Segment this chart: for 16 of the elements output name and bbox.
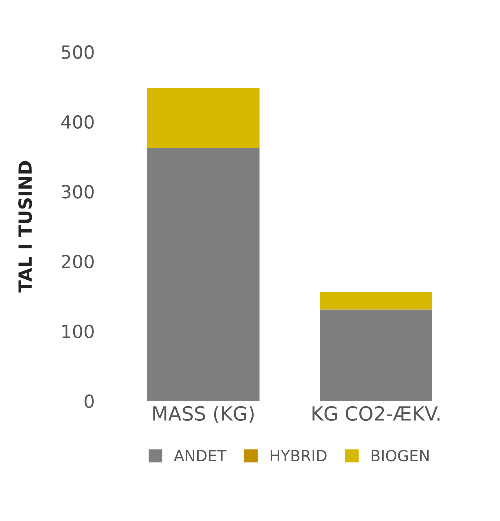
y-tick-label: 400	[62, 115, 94, 130]
bar	[148, 148, 260, 402]
y-tick-label: 500	[62, 46, 94, 60]
y-tick-label: 0	[84, 394, 94, 408]
bar	[320, 310, 432, 402]
y-tick-label: 100	[62, 324, 94, 338]
x-tick-label: MASS (KG)	[154, 406, 254, 424]
y-tick-label: 200	[62, 255, 94, 269]
bar	[320, 292, 432, 310]
bar	[148, 88, 260, 148]
y-axis-title: TAL I TUSIND	[18, 161, 32, 293]
y-tick-label: 300	[62, 185, 94, 199]
legend-label: ANDET	[174, 450, 227, 462]
legend-label: HYBRID	[270, 450, 327, 462]
x-tick-label: KG CO2-ÆKV.	[312, 406, 440, 422]
legend-label: BIOGEN	[372, 450, 429, 462]
